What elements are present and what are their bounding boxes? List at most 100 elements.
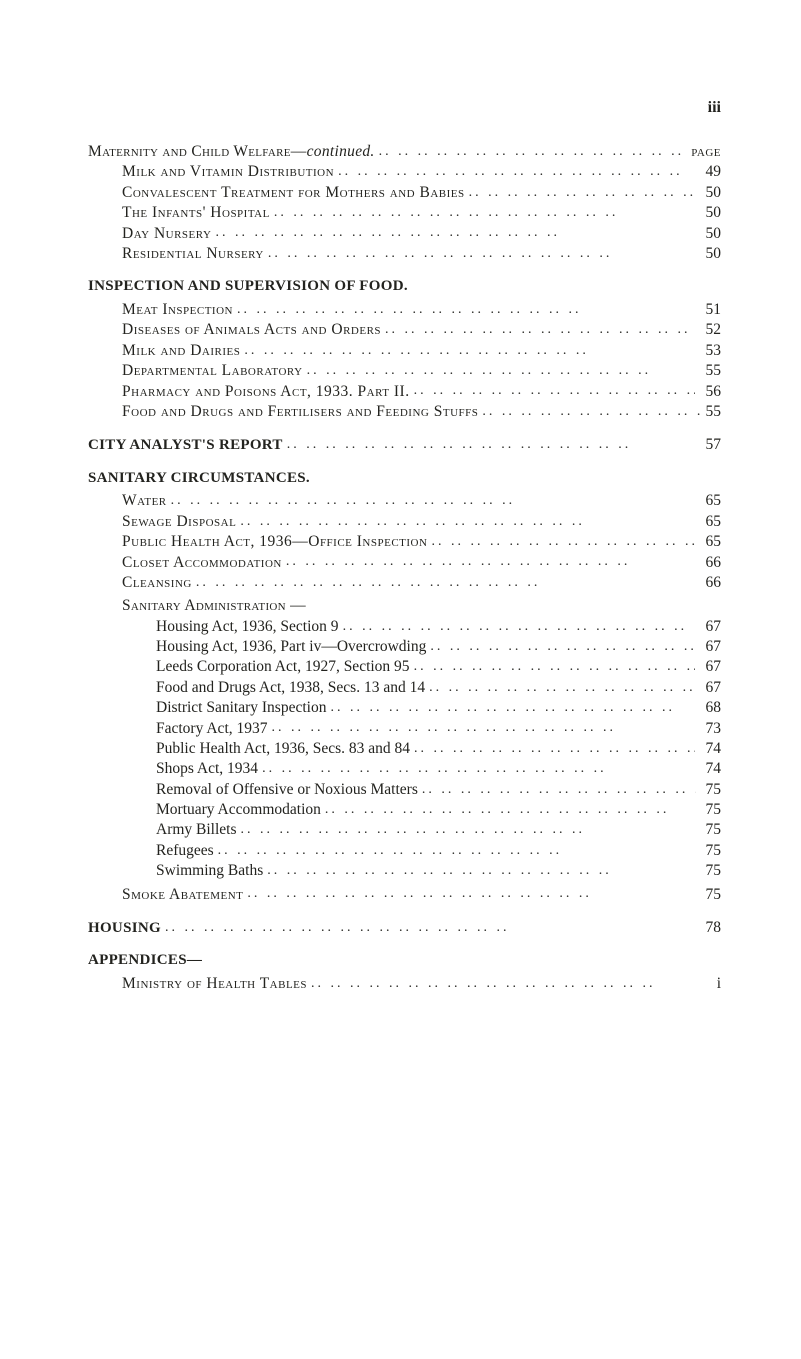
leaders: .. .. .. .. .. .. .. .. .. .. .. .. .. .… (211, 224, 689, 242)
toc-label: Food and Drugs and Fertilisers and Feedi… (122, 402, 478, 421)
toc-label: Pharmacy and Poisons Act, 1933. Part II. (122, 382, 410, 401)
toc-label: Removal of Offensive or Noxious Matters (156, 780, 418, 799)
toc-page: 55 (701, 402, 721, 421)
leaders: .. .. .. .. .. .. .. .. .. .. .. .. .. .… (418, 781, 696, 799)
toc-label: Sewage Disposal (122, 512, 236, 531)
toc-page: 75 (689, 841, 721, 860)
toc-label: Housing Act, 1936, Section 9 (156, 617, 339, 636)
toc-row: Sewage Disposal .. .. .. .. .. .. .. .. … (88, 512, 721, 531)
toc-page: 65 (689, 512, 721, 531)
page: iii Maternity and Child Welfare—continue… (0, 0, 801, 1359)
leaders: .. .. .. .. .. .. .. .. .. .. .. .. .. .… (268, 719, 690, 737)
toc-page: 67 (689, 617, 721, 636)
toc-row: Mortuary Accommodation .. .. .. .. .. ..… (88, 800, 721, 819)
toc-label: Housing Act, 1936, Part iv—Overcrowding (156, 637, 426, 656)
toc-page: 57 (689, 435, 721, 454)
leaders: .. .. .. .. .. .. .. .. .. .. .. .. .. .… (192, 574, 689, 592)
toc-row: Food and Drugs Act, 1938, Secs. 13 and 1… (88, 678, 721, 697)
leaders: .. .. .. .. .. .. .. .. .. .. .. .. .. .… (303, 362, 689, 380)
toc-page: 50 (700, 183, 721, 202)
toc-page: 78 (689, 918, 721, 937)
inspection-items: Meat Inspection .. .. .. .. .. .. .. .. … (88, 300, 721, 421)
toc-label: Cleansing (122, 573, 192, 592)
toc-label: Smoke Abatement (122, 885, 243, 904)
leaders: .. .. .. .. .. .. .. .. .. .. .. .. .. .… (161, 919, 689, 937)
toc-page: 65 (697, 532, 721, 551)
toc-row: Ministry of Health Tables .. .. .. .. ..… (88, 974, 721, 993)
toc-row: Removal of Offensive or Noxious Matters … (88, 780, 721, 799)
toc-page: 51 (689, 300, 721, 319)
leaders: .. .. .. .. .. .. .. .. .. .. .. .. .. .… (425, 679, 696, 697)
sanitary-admin-heading: Sanitary Administration — (88, 596, 721, 615)
toc-row: Public Health Act, 1936, Secs. 83 and 84… (88, 739, 721, 758)
leaders: .. .. .. .. .. .. .. .. .. .. .. .. .. .… (410, 658, 696, 676)
toc-row: Army Billets .. .. .. .. .. .. .. .. .. … (88, 820, 721, 839)
toc-label: District Sanitary Inspection (156, 698, 326, 717)
leaders: .. .. .. .. .. .. .. .. .. .. .. .. .. .… (237, 821, 689, 839)
maternity-heading: Maternity and Child Welfare—continued. (88, 142, 375, 161)
toc-row: Shops Act, 1934 .. .. .. .. .. .. .. .. … (88, 759, 721, 778)
toc-row: Milk and Vitamin Distribution .. .. .. .… (88, 162, 721, 181)
page-column-label: page (691, 142, 721, 161)
leaders: .. .. .. .. .. .. .. .. .. .. .. .. .. .… (236, 513, 689, 531)
leaders: .. .. .. .. .. .. .. .. .. .. .. .. .. .… (264, 245, 689, 263)
housing-row: HOUSING .. .. .. .. .. .. .. .. .. .. ..… (88, 918, 721, 937)
toc-page: 75 (689, 885, 721, 904)
toc-row: Food and Drugs and Fertilisers and Feedi… (88, 402, 721, 421)
leaders: .. .. .. .. .. .. .. .. .. .. .. .. .. .… (214, 842, 689, 860)
toc-row: Milk and Dairies .. .. .. .. .. .. .. ..… (88, 341, 721, 360)
leaders: .. .. .. .. .. .. .. .. .. .. .. .. .. .… (270, 204, 689, 222)
leaders: .. .. .. .. .. .. .. .. .. .. .. .. .. .… (283, 436, 689, 454)
toc: Maternity and Child Welfare—continued. .… (88, 142, 721, 993)
leaders: .. .. .. .. .. .. .. .. .. .. .. .. .. .… (410, 740, 695, 758)
toc-page: 66 (689, 573, 721, 592)
toc-row: Public Health Act, 1936—Office Inspectio… (88, 532, 721, 551)
maternity-items: Milk and Vitamin Distribution .. .. .. .… (88, 162, 721, 263)
maternity-heading-row: Maternity and Child Welfare—continued. .… (88, 142, 721, 161)
toc-label: Day Nursery (122, 224, 211, 243)
toc-page: 52 (693, 320, 721, 339)
leaders: .. .. .. .. .. .. .. .. .. .. .. .. .. .… (307, 975, 689, 993)
leaders: .. .. .. .. .. .. .. .. .. .. .. .. .. .… (167, 492, 689, 510)
toc-label: Food and Drugs Act, 1938, Secs. 13 and 1… (156, 678, 425, 697)
housing-heading: HOUSING (88, 919, 161, 938)
toc-label: Factory Act, 1937 (156, 719, 268, 738)
toc-row: Meat Inspection .. .. .. .. .. .. .. .. … (88, 300, 721, 319)
toc-label: Meat Inspection (122, 300, 233, 319)
toc-row: The Infants' Hospital .. .. .. .. .. .. … (88, 203, 721, 222)
inspection-heading: INSPECTION AND SUPERVISION OF FOOD. (88, 277, 721, 296)
leaders: .. .. .. .. .. .. .. .. .. .. .. .. .. .… (381, 321, 693, 339)
toc-label: Public Health Act, 1936, Secs. 83 and 84 (156, 739, 410, 758)
leaders: .. .. .. .. .. .. .. .. .. .. .. .. .. .… (263, 862, 689, 880)
toc-row: Housing Act, 1936, Section 9 .. .. .. ..… (88, 617, 721, 636)
sanitary-admin-items: Housing Act, 1936, Section 9 .. .. .. ..… (88, 617, 721, 881)
toc-page: 74 (689, 759, 721, 778)
toc-label: Water (122, 491, 167, 510)
toc-page: 67 (695, 657, 721, 676)
toc-row: District Sanitary Inspection .. .. .. ..… (88, 698, 721, 717)
toc-page: 65 (689, 491, 721, 510)
analyst-heading: CITY ANALYST'S REPORT (88, 436, 283, 455)
toc-page: i (689, 974, 721, 993)
toc-label: Army Billets (156, 820, 237, 839)
leaders: .. .. .. .. .. .. .. .. .. .. .. .. .. .… (258, 760, 689, 778)
sanitary-heading: SANITARY CIRCUMSTANCES. (88, 469, 721, 488)
leaders: .. .. .. .. .. .. .. .. .. .. .. .. .. .… (240, 342, 689, 360)
toc-row: Diseases of Animals Acts and Orders .. .… (88, 320, 721, 339)
toc-label: Departmental Laboratory (122, 361, 303, 380)
spacer: .. .. .. .. .. .. .. .. .. .. .. .. .. .… (375, 143, 692, 161)
toc-page: 75 (689, 820, 721, 839)
toc-label: Mortuary Accommodation (156, 800, 321, 819)
toc-row: Leeds Corporation Act, 1927, Section 95 … (88, 657, 721, 676)
toc-row: Cleansing .. .. .. .. .. .. .. .. .. .. … (88, 573, 721, 592)
toc-page: 67 (697, 637, 721, 656)
toc-label: Milk and Vitamin Distribution (122, 162, 334, 181)
toc-label: Refugees (156, 841, 214, 860)
maternity-heading-text: Maternity and Child Welfare— (88, 143, 307, 160)
toc-page: 75 (689, 861, 721, 880)
toc-label: Residential Nursery (122, 244, 264, 263)
toc-row: Refugees .. .. .. .. .. .. .. .. .. .. .… (88, 841, 721, 860)
leaders: .. .. .. .. .. .. .. .. .. .. .. .. .. .… (243, 885, 689, 903)
toc-page: 66 (689, 553, 721, 572)
page-number: iii (708, 98, 721, 118)
